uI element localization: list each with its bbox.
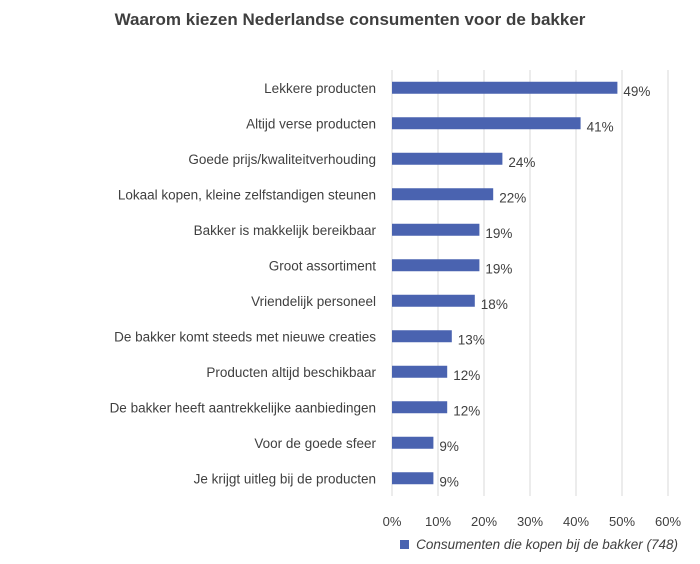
category-label: Lokaal kopen, kleine zelfstandigen steun… (118, 187, 376, 202)
legend: Consumenten die kopen bij de bakker (748… (0, 537, 700, 552)
bar (392, 472, 434, 485)
bar (392, 401, 448, 414)
bar (392, 117, 581, 130)
legend-label: Consumenten die kopen bij de bakker (748… (416, 537, 678, 552)
data-label: 19% (485, 261, 512, 276)
bar (392, 259, 480, 272)
chart-title: Waarom kiezen Nederlandse consumenten vo… (114, 10, 586, 29)
x-tick-label: 50% (609, 514, 635, 529)
category-label: Goede prijs/kwaliteitverhouding (188, 152, 376, 167)
bar (392, 81, 618, 94)
x-tick-label: 40% (563, 514, 589, 529)
data-label: 41% (587, 119, 614, 134)
data-label: 9% (439, 474, 459, 489)
category-label: Altijd verse producten (246, 116, 376, 131)
bar (392, 436, 434, 449)
bar (392, 223, 480, 236)
category-label: Je krijgt uitleg bij de producten (194, 471, 376, 486)
legend-swatch (400, 540, 410, 549)
data-label: 24% (508, 155, 535, 170)
category-label: De bakker heeft aantrekkelijke aanbiedin… (110, 400, 376, 415)
x-tick-label: 0% (383, 514, 402, 529)
category-label: Groot assortiment (269, 258, 377, 273)
x-tick-label: 20% (471, 514, 497, 529)
category-label: Bakker is makkelijk bereikbaar (194, 223, 377, 238)
data-label: 49% (623, 84, 650, 99)
x-tick-label: 60% (655, 514, 681, 529)
bar (392, 188, 494, 201)
data-label: 12% (453, 403, 480, 418)
data-label: 19% (485, 226, 512, 241)
category-label: Producten altijd beschikbaar (206, 365, 376, 380)
bar (392, 330, 452, 343)
bar (392, 365, 448, 378)
data-label: 12% (453, 368, 480, 383)
data-label: 9% (439, 439, 459, 454)
bar (392, 152, 503, 165)
category-label: De bakker komt steeds met nieuwe creatie… (114, 329, 376, 344)
x-tick-label: 10% (425, 514, 451, 529)
x-tick-label: 30% (517, 514, 543, 529)
category-label: Lekkere producten (264, 81, 376, 96)
data-label: 22% (499, 190, 526, 205)
bar (392, 294, 475, 307)
data-label: 18% (481, 297, 508, 312)
data-label: 13% (458, 332, 485, 347)
category-label: Voor de goede sfeer (254, 436, 376, 451)
category-label: Vriendelijk personeel (251, 294, 376, 309)
